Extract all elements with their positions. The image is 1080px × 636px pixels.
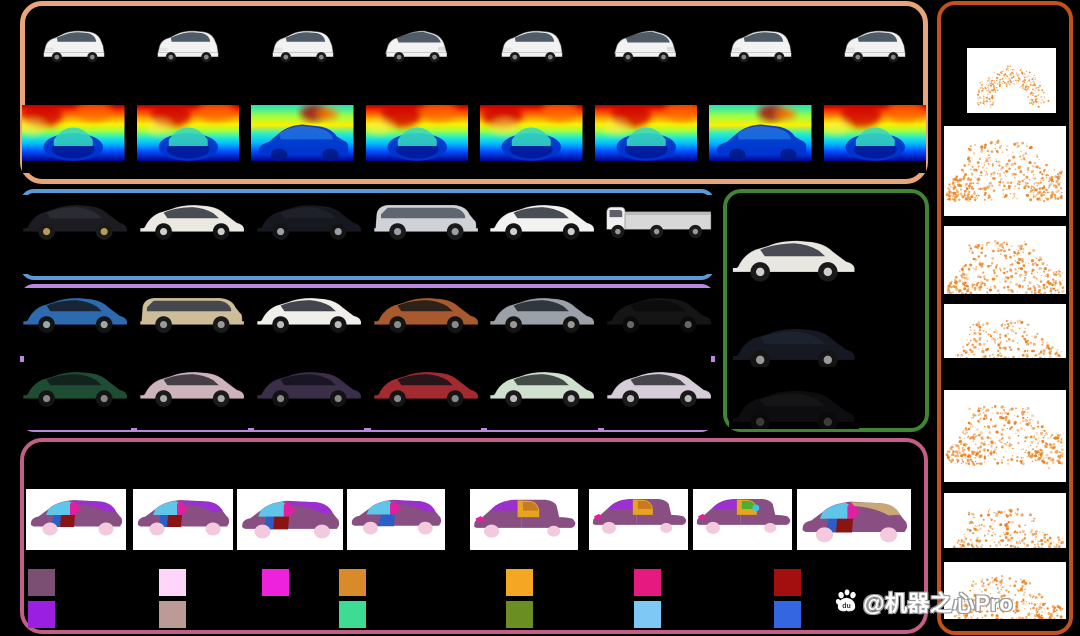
svg-text:du: du (842, 603, 851, 610)
